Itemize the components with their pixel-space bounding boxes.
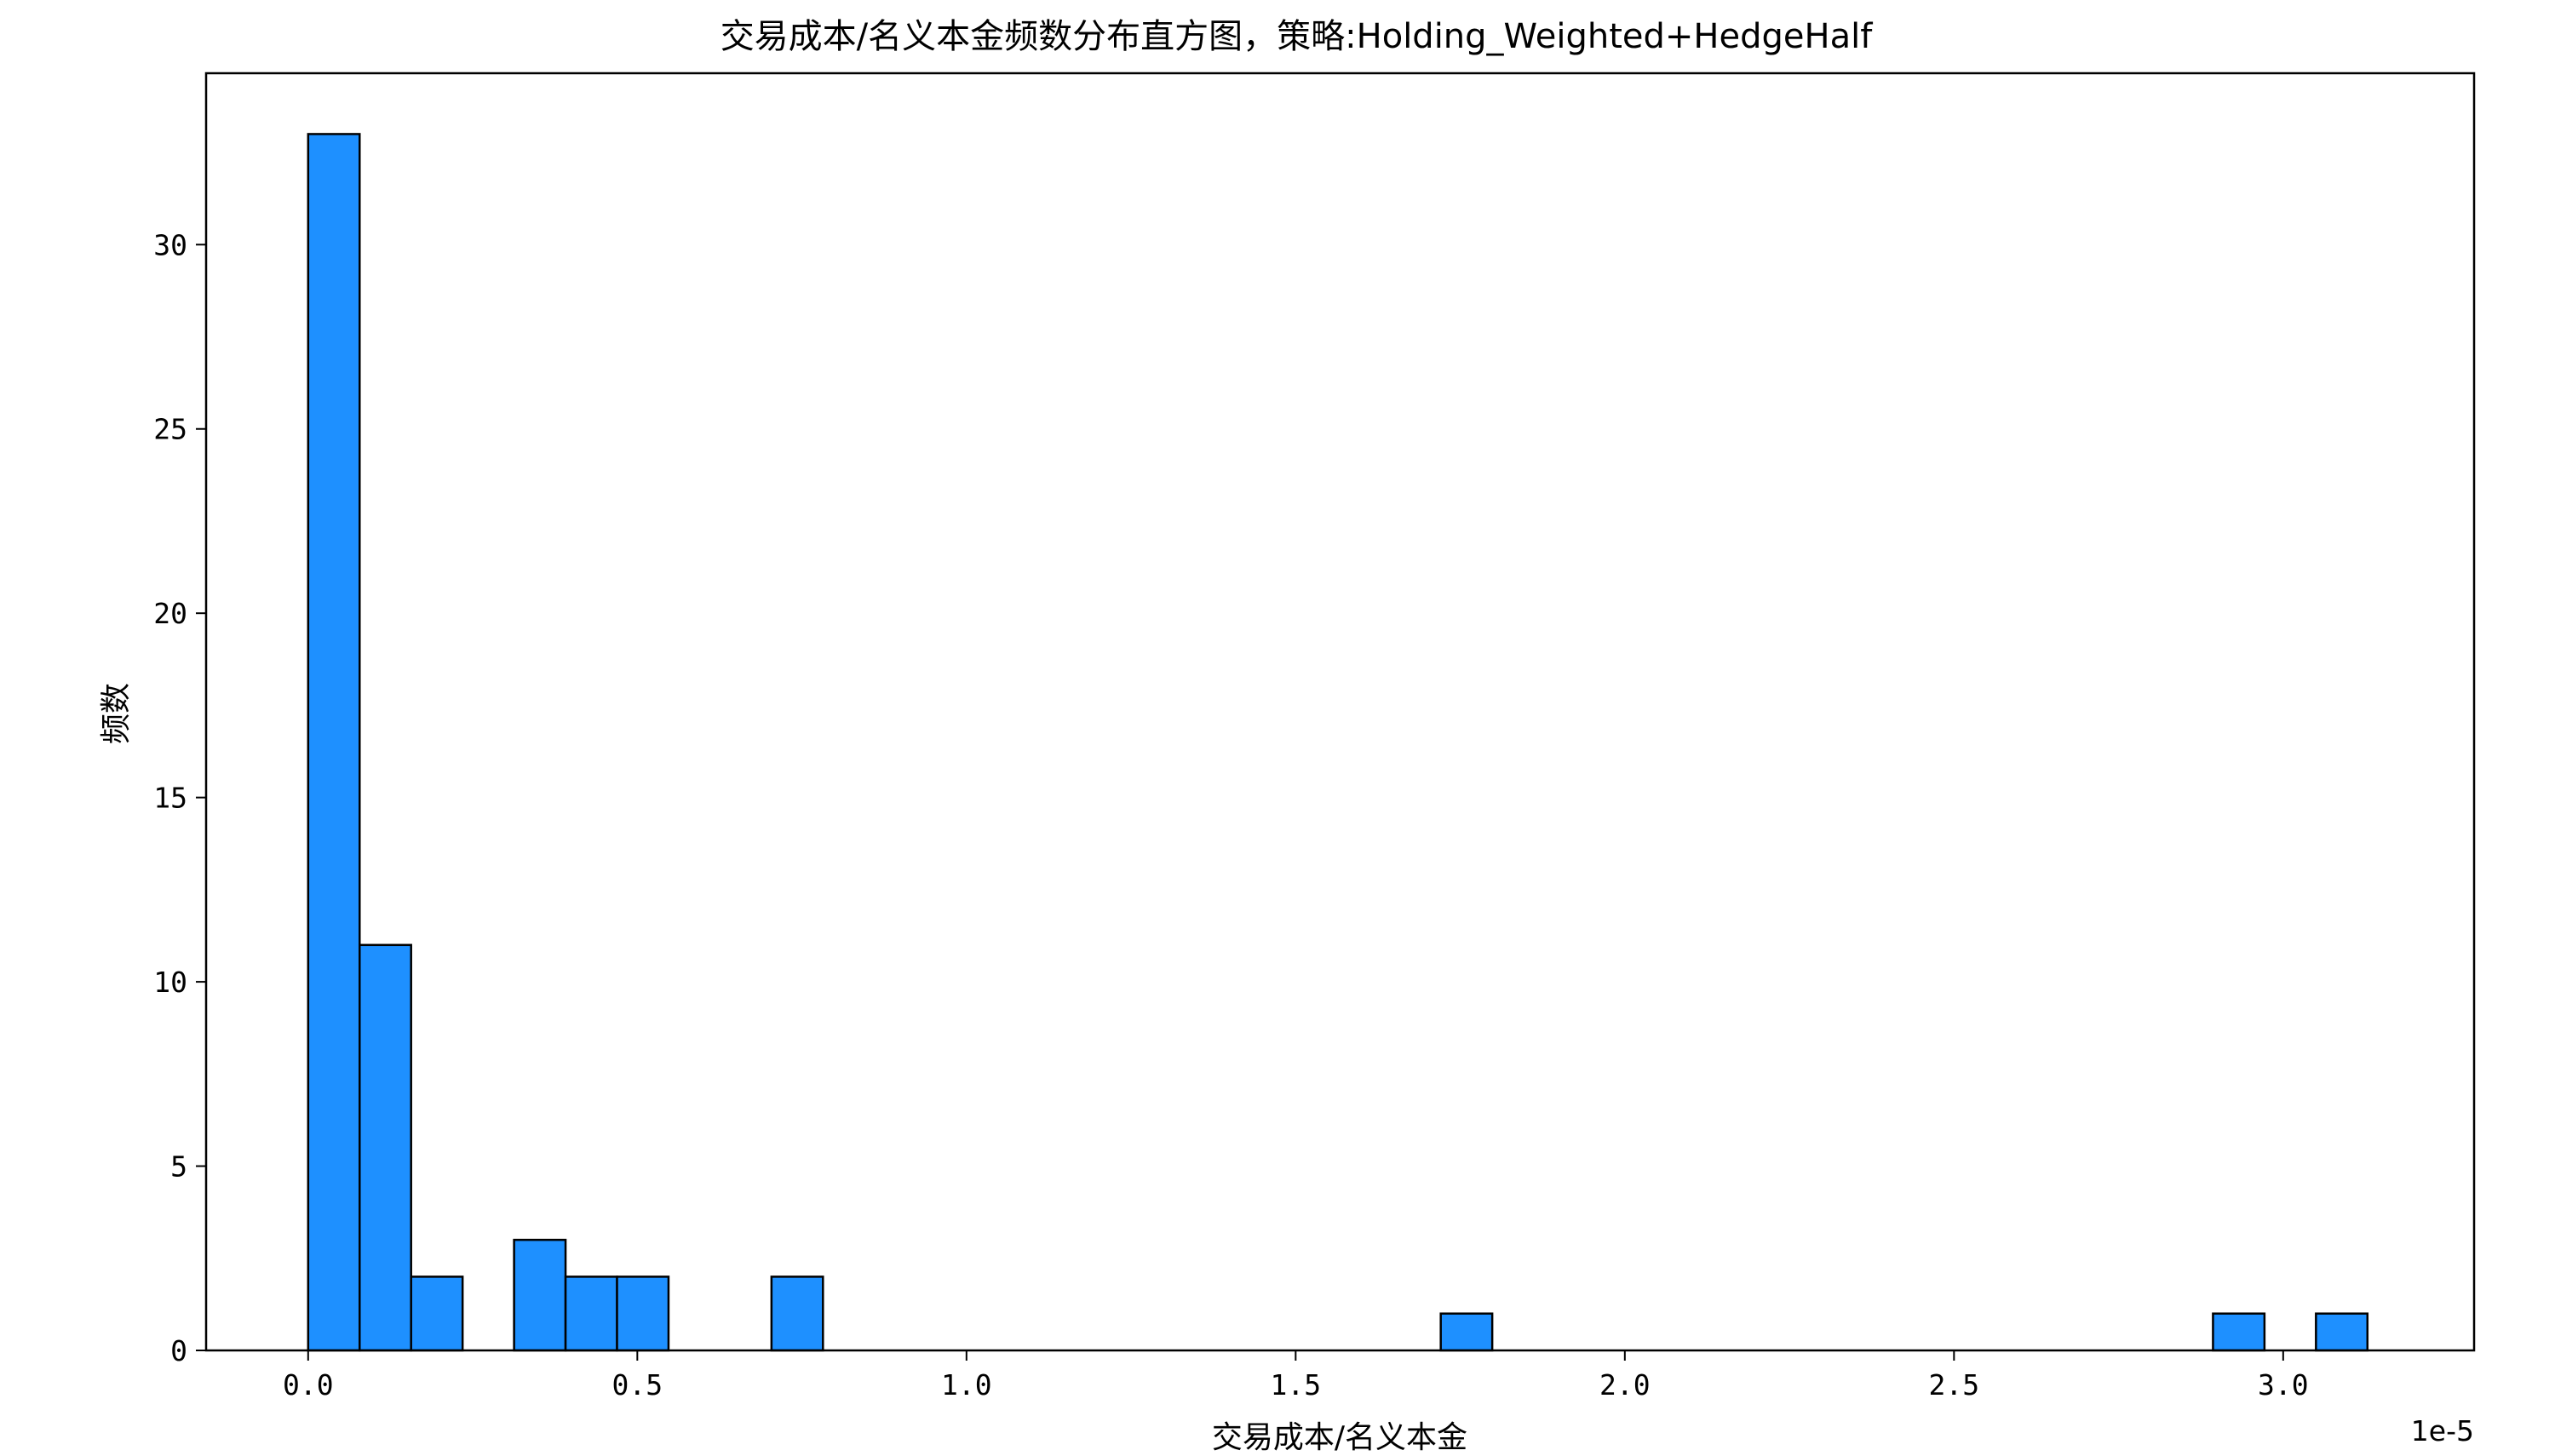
x-tick-label: 3.0 — [2258, 1368, 2309, 1402]
x-axis-ticks: 0.0 0.5 1.0 1.5 2.0 2.5 3.0 — [283, 1350, 2309, 1402]
y-tick-label: 10 — [153, 966, 187, 999]
histogram-bar — [2315, 1312, 2369, 1352]
x-tick-label: 2.0 — [1599, 1368, 1651, 1402]
chart-title: 交易成本/名义本金频数分布直方图，策略:Holding_Weighted+Hed… — [721, 17, 1874, 56]
histogram-bar — [770, 1275, 824, 1352]
x-axis-label: 交易成本/名义本金 — [1212, 1420, 1467, 1455]
y-axis-ticks: 0 5 10 15 20 25 30 — [153, 228, 206, 1367]
y-tick-label: 20 — [153, 597, 187, 630]
bars-group — [307, 133, 2369, 1352]
histogram-bar — [410, 1275, 464, 1352]
histogram-bar — [2212, 1312, 2266, 1352]
y-tick-label: 15 — [153, 782, 187, 815]
x-tick-label: 1.5 — [1271, 1368, 1322, 1402]
histogram-bar — [616, 1275, 670, 1352]
x-tick-label: 0.5 — [612, 1368, 663, 1402]
y-axis-label: 频数 — [99, 683, 134, 744]
x-tick-label: 0.0 — [283, 1368, 334, 1402]
plot-area-frame — [204, 72, 2476, 1352]
histogram-bar — [564, 1275, 618, 1352]
histogram-bar — [513, 1238, 567, 1352]
y-tick-label: 25 — [153, 413, 187, 446]
y-tick-label: 5 — [170, 1150, 187, 1184]
histogram-bar — [307, 133, 361, 1352]
histogram-bar — [1439, 1312, 1494, 1352]
x-tick-label: 2.5 — [1929, 1368, 1980, 1402]
x-tick-label: 1.0 — [941, 1368, 992, 1402]
y-tick-label: 30 — [153, 228, 187, 261]
y-tick-label: 0 — [170, 1334, 187, 1367]
histogram-bar — [359, 943, 412, 1352]
x-axis-offset-label: 1e-5 — [2411, 1414, 2474, 1447]
